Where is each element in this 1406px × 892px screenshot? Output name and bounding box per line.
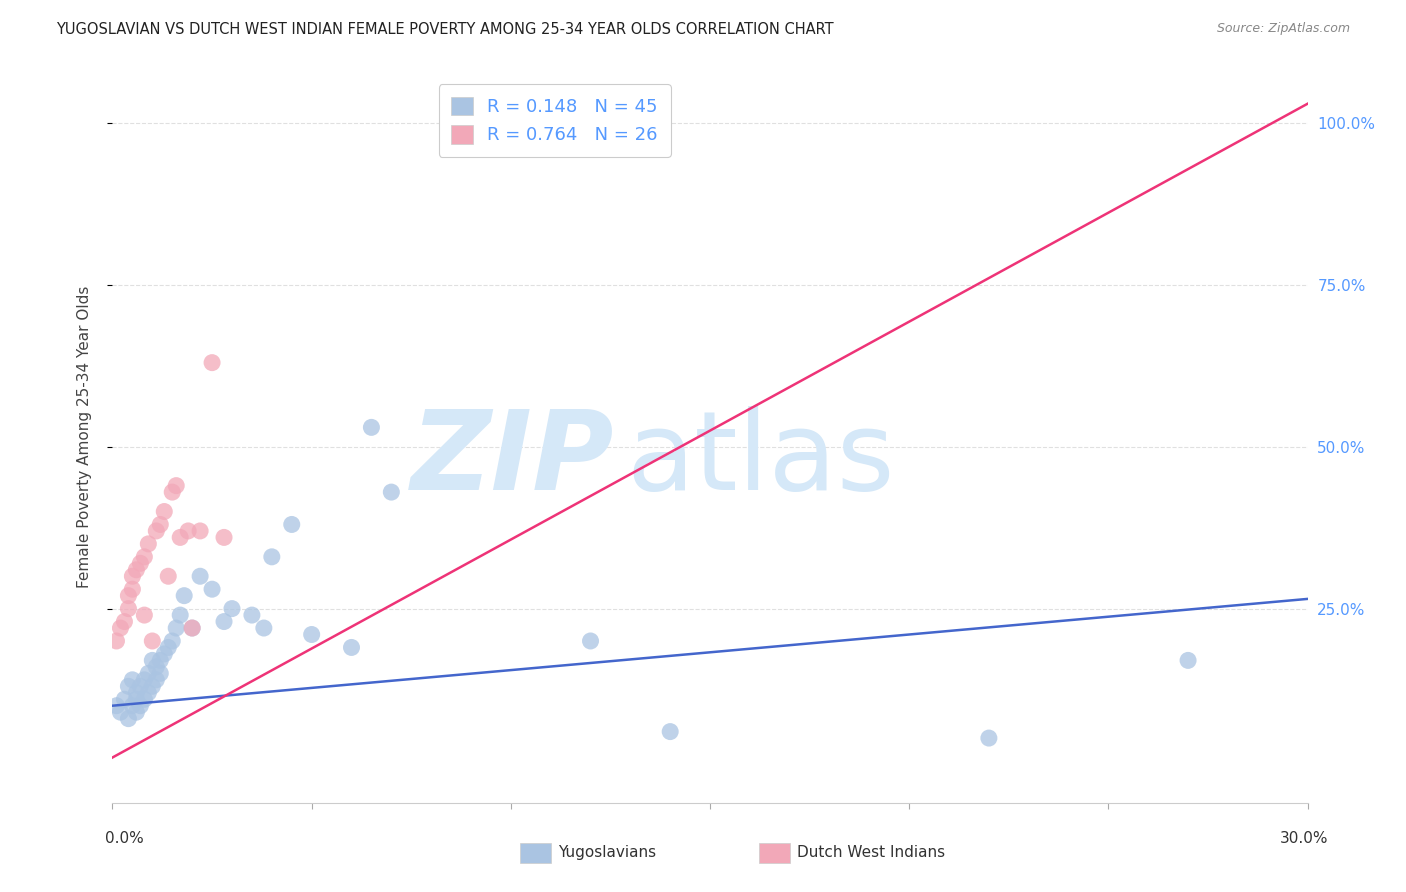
Point xyxy=(141,634,163,648)
Point xyxy=(134,673,156,687)
Point xyxy=(121,673,143,687)
Point xyxy=(129,557,152,571)
Point xyxy=(134,692,156,706)
Point xyxy=(134,608,156,623)
Point xyxy=(165,621,187,635)
Point xyxy=(117,712,139,726)
Point xyxy=(121,582,143,597)
Point xyxy=(138,666,160,681)
Point xyxy=(141,679,163,693)
Point xyxy=(340,640,363,655)
Point xyxy=(579,634,602,648)
Point xyxy=(138,686,160,700)
Point xyxy=(114,615,135,629)
Point xyxy=(1177,653,1199,667)
Point xyxy=(165,478,187,492)
Point xyxy=(181,621,204,635)
Text: Yugoslavians: Yugoslavians xyxy=(558,846,657,860)
Point xyxy=(253,621,276,635)
Point xyxy=(149,517,172,532)
Text: 30.0%: 30.0% xyxy=(1281,831,1329,846)
Point xyxy=(221,601,243,615)
Point xyxy=(360,420,382,434)
Text: atlas: atlas xyxy=(627,406,894,513)
Point xyxy=(125,686,148,700)
Point xyxy=(579,142,602,156)
Point xyxy=(181,621,204,635)
Point xyxy=(110,705,132,719)
Point xyxy=(117,679,139,693)
Point xyxy=(188,524,211,538)
Text: Dutch West Indians: Dutch West Indians xyxy=(797,846,945,860)
Point xyxy=(201,356,224,370)
Point xyxy=(173,589,195,603)
Point xyxy=(105,634,128,648)
Point xyxy=(240,608,263,623)
Point xyxy=(145,673,167,687)
Point xyxy=(162,485,183,500)
Point xyxy=(125,705,148,719)
Point xyxy=(145,660,167,674)
Point xyxy=(129,679,152,693)
Legend: R = 0.148   N = 45, R = 0.764   N = 26: R = 0.148 N = 45, R = 0.764 N = 26 xyxy=(439,84,671,157)
Point xyxy=(177,524,200,538)
Point xyxy=(114,692,135,706)
Point xyxy=(212,530,235,544)
Point xyxy=(117,601,139,615)
Point xyxy=(141,653,163,667)
Point xyxy=(153,504,176,518)
Point xyxy=(260,549,283,564)
Point xyxy=(380,485,402,500)
Point xyxy=(149,653,172,667)
Point xyxy=(169,608,191,623)
Point xyxy=(281,517,304,532)
Bar xyxy=(520,843,551,863)
Point xyxy=(145,524,167,538)
Bar xyxy=(759,843,790,863)
Text: 0.0%: 0.0% xyxy=(105,831,145,846)
Point xyxy=(121,569,143,583)
Point xyxy=(125,692,148,706)
Point xyxy=(117,589,139,603)
Point xyxy=(201,582,224,597)
Y-axis label: Female Poverty Among 25-34 Year Olds: Female Poverty Among 25-34 Year Olds xyxy=(77,286,91,588)
Point xyxy=(121,698,143,713)
Point xyxy=(110,621,132,635)
Text: Source: ZipAtlas.com: Source: ZipAtlas.com xyxy=(1216,22,1350,36)
Point xyxy=(105,698,128,713)
Point xyxy=(977,731,1000,745)
Point xyxy=(134,549,156,564)
Point xyxy=(129,698,152,713)
Point xyxy=(212,615,235,629)
Point xyxy=(138,537,160,551)
Point xyxy=(157,640,180,655)
Point xyxy=(301,627,323,641)
Point xyxy=(153,647,176,661)
Text: YUGOSLAVIAN VS DUTCH WEST INDIAN FEMALE POVERTY AMONG 25-34 YEAR OLDS CORRELATIO: YUGOSLAVIAN VS DUTCH WEST INDIAN FEMALE … xyxy=(56,22,834,37)
Point xyxy=(149,666,172,681)
Point xyxy=(125,563,148,577)
Point xyxy=(162,634,183,648)
Point xyxy=(157,569,180,583)
Point xyxy=(659,724,682,739)
Point xyxy=(169,530,191,544)
Point xyxy=(188,569,211,583)
Text: ZIP: ZIP xyxy=(411,406,614,513)
